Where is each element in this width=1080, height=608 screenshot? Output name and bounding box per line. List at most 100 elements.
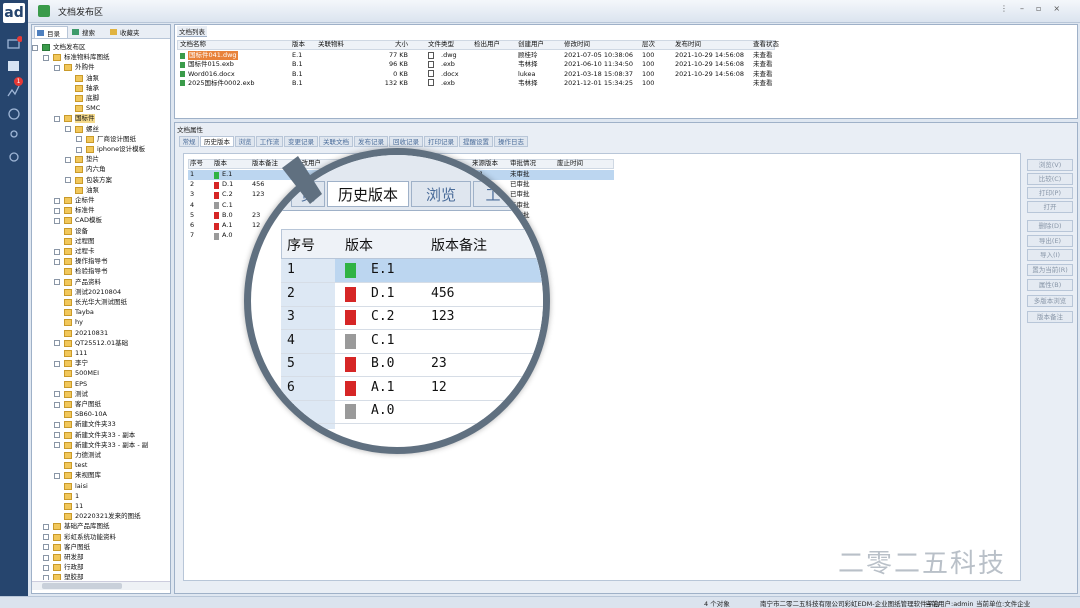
tab[interactable]: 浏览 [235, 136, 255, 147]
cell[interactable]: 1 [190, 170, 195, 178]
tree-item[interactable]: 111 [75, 349, 88, 357]
tree-item[interactable]: 测试 [75, 389, 88, 398]
expander[interactable] [43, 554, 49, 561]
tab[interactable]: 操作日志 [494, 136, 528, 147]
cell[interactable]: 7 [190, 231, 195, 240]
tree-item[interactable]: Tayba [75, 308, 94, 317]
button[interactable]: 打开 [1027, 201, 1073, 213]
tree-item[interactable]: 基础产品库图纸 [64, 522, 110, 531]
expander[interactable] [54, 472, 60, 479]
tree-item[interactable]: 500MEI [75, 369, 100, 378]
tab[interactable]: 打印记录 [424, 136, 458, 147]
expander[interactable] [54, 391, 60, 398]
expander[interactable] [54, 258, 60, 265]
nav-tab[interactable]: 收藏夹 [108, 26, 152, 38]
expander[interactable] [65, 177, 71, 184]
tree-item[interactable]: 过程卡 [75, 247, 95, 255]
tree-item[interactable]: SMC [86, 104, 101, 113]
button[interactable]: 导出(E) [1027, 235, 1073, 247]
tree-item[interactable]: 内六角 [86, 165, 106, 174]
expander[interactable] [43, 564, 49, 571]
button[interactable]: 置为当前(R) [1027, 264, 1073, 276]
expander[interactable] [54, 279, 60, 286]
tree-item[interactable]: iphone设计模板 [97, 145, 146, 153]
button[interactable]: 属性(B) [1027, 279, 1073, 291]
button[interactable]: 多版本浏览 [1027, 295, 1073, 307]
cell[interactable]: C.2 [222, 190, 233, 199]
tree-item[interactable]: 检验指导书 [75, 267, 108, 276]
tree-item[interactable]: 油泵 [86, 73, 99, 82]
expander[interactable] [65, 156, 71, 163]
tree-item[interactable]: 标准件 [75, 206, 95, 215]
expander[interactable] [43, 523, 49, 530]
tree-item[interactable]: 螺丝 [86, 124, 99, 133]
expander[interactable] [54, 64, 60, 71]
mag-tab[interactable]: 历史版本 [327, 181, 409, 207]
tree-item[interactable]: 外购件 [75, 63, 95, 72]
tree-item[interactable]: 测试20210804 [75, 287, 122, 296]
button[interactable]: 打印(P) [1027, 187, 1073, 199]
tree-item[interactable]: laisi [75, 481, 88, 490]
tree-item[interactable]: 油泵 [86, 185, 99, 194]
tree-item[interactable]: 新建文件夹33 - 副本 - 副 [75, 440, 149, 449]
expander[interactable] [43, 574, 49, 580]
cell[interactable]: 2 [190, 180, 195, 189]
expander[interactable] [54, 248, 60, 255]
expander[interactable] [32, 44, 38, 51]
tab[interactable]: 历史版本 [200, 136, 234, 147]
tree-item[interactable]: 国标件 [75, 114, 95, 124]
cell[interactable]: 23 [252, 210, 261, 219]
expander[interactable] [54, 360, 60, 367]
button[interactable]: 导入(I) [1027, 249, 1073, 261]
tree-item[interactable]: 1 [75, 491, 80, 500]
tree-item[interactable]: 李宁 [75, 359, 88, 368]
tree-item[interactable]: 操作指导书 [75, 257, 108, 266]
cell[interactable]: C.1 [222, 200, 233, 209]
tree-item[interactable]: CAD模板 [75, 216, 102, 225]
mag-tab[interactable]: 工 [473, 181, 513, 207]
expander[interactable] [43, 534, 49, 541]
tree-item[interactable]: 轴承 [86, 83, 99, 92]
tab[interactable]: 常规 [179, 136, 199, 147]
tree-item[interactable]: 彩虹系统功能资料 [64, 532, 116, 541]
tree-item[interactable]: 设备 [75, 226, 88, 235]
tab[interactable]: 工作流 [256, 136, 283, 147]
tree-item[interactable]: 客户图纸 [64, 542, 90, 551]
expander[interactable] [54, 197, 60, 204]
tab[interactable]: 关联文档 [319, 136, 353, 147]
tab[interactable]: 提醒设置 [459, 136, 493, 147]
tree-item[interactable]: 客户图纸 [75, 400, 101, 408]
nav-tab[interactable]: 搜索 [70, 26, 104, 38]
cell[interactable]: D.1 [222, 180, 234, 189]
button[interactable]: 比较(C) [1027, 173, 1073, 185]
tree-item[interactable]: 长光华大测试图纸 [75, 298, 127, 306]
cell[interactable]: E.1 [222, 170, 233, 178]
expander[interactable] [54, 115, 60, 122]
tree-item[interactable]: test [75, 461, 88, 470]
tree-item[interactable]: 来视图库 [75, 471, 101, 480]
expander[interactable] [54, 217, 60, 224]
scroll-thumb[interactable] [42, 583, 122, 589]
tree-item[interactable]: 11 [75, 502, 84, 510]
tree-item[interactable]: 企标件 [75, 196, 95, 204]
tree-item[interactable]: 过程图 [75, 236, 95, 245]
cell[interactable]: B.0 [222, 210, 233, 219]
tree-item[interactable]: 新建文件夹33 - 副本 [75, 430, 136, 439]
expander[interactable] [54, 207, 60, 214]
tree-item[interactable]: 力德测试 [75, 451, 101, 459]
tree-item[interactable]: QT25512.01基础 [75, 338, 129, 347]
tree-item[interactable]: 底脚 [86, 94, 99, 102]
button[interactable]: 版本备注 [1027, 311, 1073, 323]
cell[interactable]: A.1 [222, 221, 233, 229]
expander[interactable] [76, 136, 82, 143]
tree-item[interactable]: 标准物料库图纸 [64, 53, 110, 62]
tree-item[interactable]: 产品资料 [75, 277, 101, 286]
window-controls[interactable]: ⋮–▫× [1000, 4, 1073, 13]
side-icons[interactable] [6, 36, 22, 166]
tab[interactable]: 变更记录 [284, 136, 318, 147]
cell[interactable]: 2025国标件0002.exb [188, 78, 255, 87]
cell[interactable]: 5 [190, 210, 195, 219]
cell[interactable]: A.0 [222, 231, 233, 240]
cell[interactable]: 国标件015.exb [188, 60, 234, 69]
mag-tab[interactable]: 浏览 [411, 181, 471, 207]
